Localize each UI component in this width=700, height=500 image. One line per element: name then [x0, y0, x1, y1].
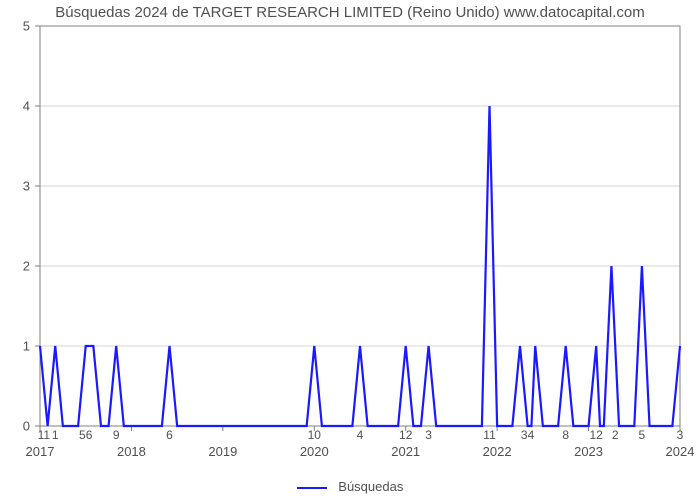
chart-legend: Búsquedas	[0, 479, 700, 494]
minor-x-label: 1	[52, 428, 59, 442]
y-tick-label: 3	[0, 179, 30, 194]
minor-x-label: 8	[562, 428, 569, 442]
minor-x-label: 4	[357, 428, 364, 442]
minor-x-label: 11	[38, 428, 50, 442]
major-x-label: 2023	[574, 444, 603, 459]
major-x-label: 2022	[483, 444, 512, 459]
minor-x-label: 9	[113, 428, 120, 442]
major-x-label: 2024	[666, 444, 695, 459]
minor-x-label: 12	[399, 428, 412, 442]
major-x-label: 2019	[208, 444, 237, 459]
chart-container: Búsquedas 2024 de TARGET RESEARCH LIMITE…	[0, 0, 700, 500]
minor-x-label: 56	[79, 428, 92, 442]
y-tick-label: 1	[0, 339, 30, 354]
minor-x-label: 3	[677, 428, 684, 442]
minor-x-label: 3	[425, 428, 432, 442]
major-x-labels: 20172018201920202021202220232024	[40, 444, 680, 460]
major-x-label: 2021	[391, 444, 420, 459]
minor-x-label: 34	[521, 428, 534, 442]
minor-x-labels: 11156961041231134812253	[40, 428, 680, 442]
y-tick-label: 0	[0, 419, 30, 434]
minor-x-label: 12	[590, 428, 603, 442]
y-tick-label: 4	[0, 99, 30, 114]
legend-swatch	[297, 487, 327, 489]
line-chart-svg	[40, 26, 680, 426]
chart-title: Búsquedas 2024 de TARGET RESEARCH LIMITE…	[0, 4, 700, 21]
minor-x-label: 6	[166, 428, 173, 442]
minor-x-label: 5	[639, 428, 646, 442]
plot-area	[40, 26, 680, 426]
minor-x-label: 2	[612, 428, 619, 442]
minor-x-label: 11	[483, 428, 495, 442]
y-tick-label: 5	[0, 19, 30, 34]
major-x-label: 2020	[300, 444, 329, 459]
legend-label: Búsquedas	[338, 479, 403, 494]
minor-x-label: 10	[308, 428, 321, 442]
major-x-label: 2017	[26, 444, 55, 459]
y-tick-label: 2	[0, 259, 30, 274]
major-x-label: 2018	[117, 444, 146, 459]
